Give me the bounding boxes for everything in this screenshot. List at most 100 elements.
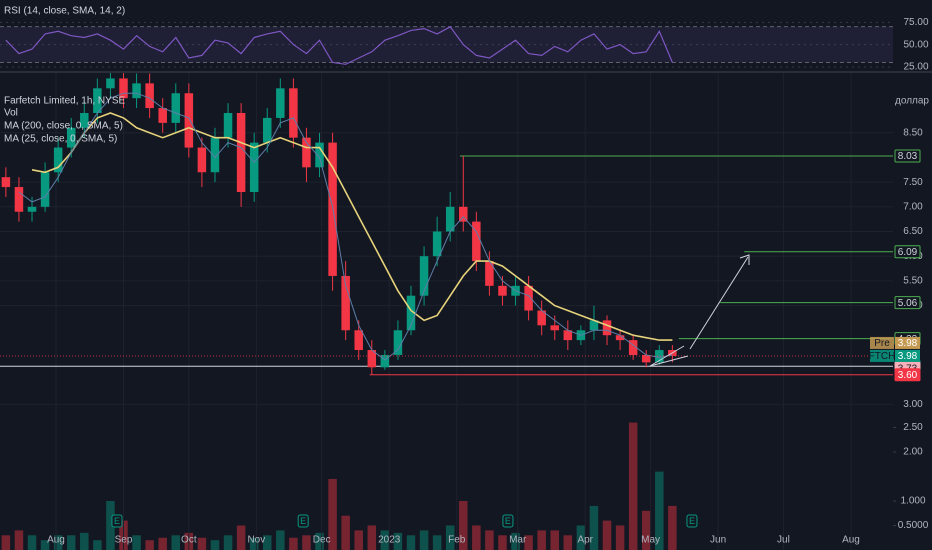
- volume-bar: [106, 501, 115, 550]
- moving-average: [31, 112, 673, 341]
- y-tick-label: 7.50: [903, 177, 923, 188]
- candle-body: [66, 127, 76, 148]
- candle-body: [223, 112, 233, 138]
- candle-body: [380, 354, 390, 368]
- candle-body: [197, 147, 207, 173]
- level-label-box: [894, 368, 921, 382]
- marker-tag: FTCH: [869, 351, 896, 362]
- event-label: E: [505, 516, 511, 526]
- level-label: 6.09: [898, 247, 918, 258]
- candle-body: [445, 206, 455, 232]
- candle-body: [563, 330, 573, 341]
- volume-bar: [537, 530, 546, 550]
- candle-body: [315, 142, 324, 168]
- candle-body: [524, 285, 533, 311]
- candle-body: [262, 117, 272, 143]
- volume-bar: [432, 535, 442, 550]
- y-tick-label: 7.00: [903, 201, 923, 212]
- event-label: E: [114, 516, 120, 526]
- volume-bar: [1, 535, 11, 550]
- rsi-band: [0, 26, 893, 63]
- x-tick-label: Sep: [115, 535, 133, 546]
- x-tick-label: Jul: [777, 535, 790, 546]
- candle-body: [589, 320, 599, 331]
- volume-tick-label: 2.00: [903, 447, 923, 458]
- candle-body: [302, 137, 311, 168]
- volume-bar: [419, 530, 429, 550]
- candle-body: [119, 78, 128, 99]
- y-tick-label: 8.50: [903, 127, 923, 138]
- volume-bar: [485, 530, 494, 550]
- volume-bar: [262, 535, 272, 550]
- price-pane: [0, 73, 893, 550]
- volume-bar: [53, 535, 63, 550]
- candle-body: [1, 177, 11, 188]
- marker-tag: Pre: [874, 338, 890, 349]
- event-label: E: [689, 516, 695, 526]
- candle-body: [419, 256, 429, 296]
- marker-value-box: [895, 349, 920, 362]
- x-tick-label: Aug: [842, 535, 860, 546]
- candle-body: [602, 320, 612, 336]
- volume-bar: [602, 520, 612, 550]
- x-tick-label: Oct: [181, 535, 197, 546]
- x-tick-label: May: [641, 535, 660, 546]
- volume-tick-label: 1.000: [900, 496, 925, 507]
- volume-bar: [511, 532, 520, 550]
- candle-body: [236, 112, 246, 193]
- y-tick-label: 25.00: [903, 62, 928, 73]
- candle-body: [341, 275, 350, 331]
- x-tick-label: Jun: [710, 535, 726, 546]
- y-tick-label: 5.50: [903, 276, 923, 287]
- candle-body: [289, 88, 298, 138]
- candle-body: [615, 335, 625, 341]
- candle-body: [537, 310, 546, 326]
- candle-body: [628, 340, 638, 355]
- volume-bar: [27, 535, 37, 550]
- y-tick-label: 75.00: [903, 17, 928, 28]
- legend-entry: MA (25, close, 0, SMA, 5): [4, 134, 117, 145]
- level-label-box: [894, 296, 921, 310]
- candle-body: [27, 206, 37, 212]
- candle-body: [53, 147, 63, 173]
- candle-body: [276, 88, 285, 118]
- level-label-box: [894, 245, 921, 259]
- candle-body: [40, 172, 50, 207]
- chart-title: Farfetch Limited, 1h, NYSE: [4, 96, 125, 107]
- volume-bar: [406, 535, 416, 550]
- x-tick-label: Feb: [448, 535, 466, 546]
- currency-label: доллар: [895, 96, 929, 107]
- axes: 75.0050.0025.008.507.507.006.506.005.505…: [47, 17, 929, 546]
- x-tick-label: Apr: [577, 535, 593, 546]
- volume-bar: [354, 530, 363, 550]
- candle-body: [106, 78, 115, 89]
- volume-tick-label: 0.5000: [898, 520, 929, 531]
- volume-bar: [80, 532, 89, 550]
- level-label-box: [894, 149, 921, 163]
- candle-body: [406, 295, 416, 331]
- event-badge: [502, 514, 514, 528]
- candle-body: [485, 261, 494, 286]
- volume-bar: [341, 515, 350, 550]
- volume-bar: [655, 471, 664, 550]
- volume-bar: [197, 537, 207, 550]
- candle-body: [472, 221, 481, 262]
- x-tick-label: Nov: [247, 535, 265, 546]
- level-label: 3.60: [898, 370, 918, 381]
- rsi-title: RSI (14, close, SMA, 14, 2): [4, 6, 125, 17]
- volume-bar: [14, 530, 24, 550]
- marker-tag-box: [870, 349, 894, 362]
- y-tick-label: 3.00: [903, 399, 923, 410]
- volume-bar: [524, 535, 533, 550]
- y-tick-label: 50.00: [903, 39, 928, 50]
- event-badge: [686, 514, 698, 528]
- volume-bar: [459, 501, 468, 550]
- volume-bar: [668, 505, 677, 550]
- candle-body: [393, 330, 403, 355]
- volume-bar: [249, 537, 259, 550]
- volume-bar: [498, 535, 507, 550]
- moving-average: [18, 92, 673, 361]
- volume-bar: [223, 535, 233, 550]
